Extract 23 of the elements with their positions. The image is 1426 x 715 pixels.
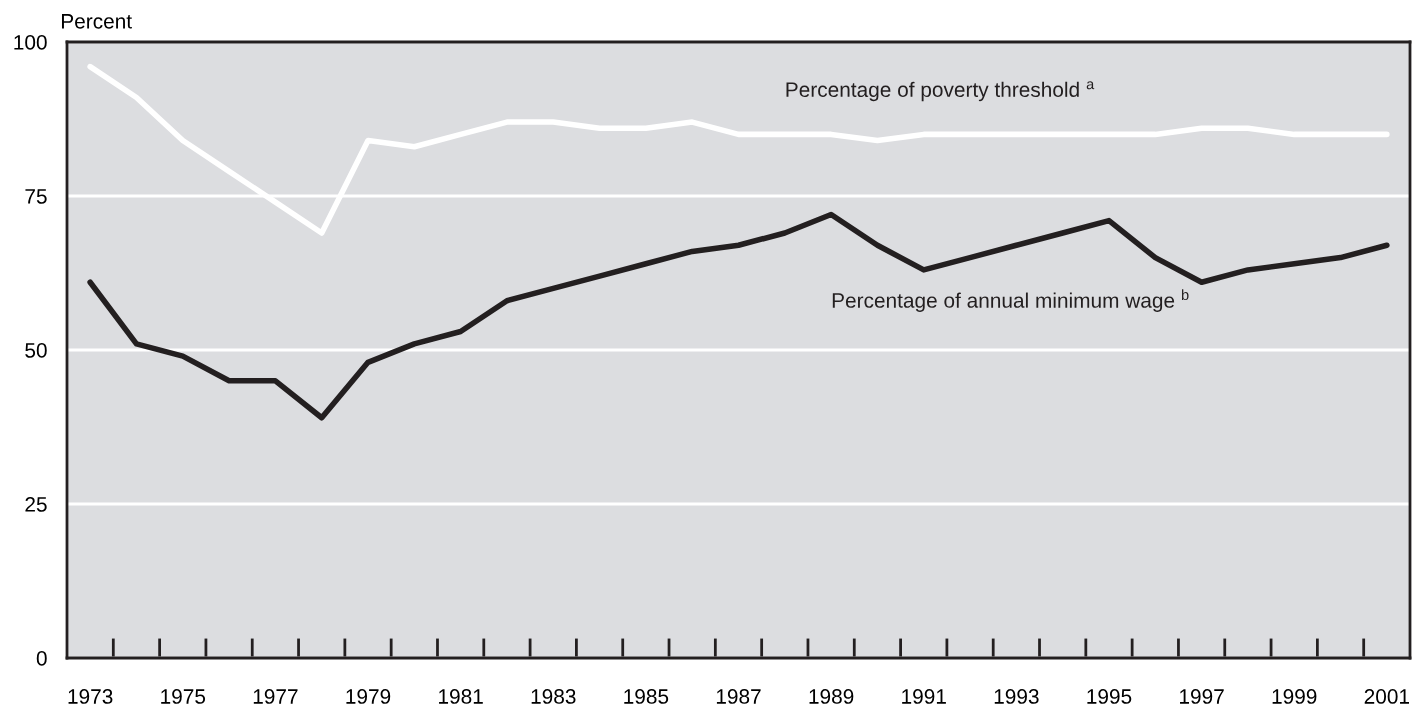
y-tick-label: 50 [25,343,47,358]
x-tick-label: 1979 [346,689,391,704]
x-tick-label: 1981 [439,689,483,704]
y-axis-title: Percent [61,14,132,29]
y-tick-label: 25 [25,497,47,512]
y-tick-label: 0 [36,651,47,666]
x-tick-label: 1985 [624,689,669,704]
series-label: Percentage of annual minimum wage $^{b}$ [832,289,1189,312]
y-tick-label: 75 [25,189,47,204]
x-tick-label: 1973 [68,689,113,704]
y-tick-label: 100 [14,35,47,50]
x-tick-label: 1983 [531,689,576,704]
x-tick-label: 1977 [253,689,298,704]
x-tick-label: 2001 [1364,689,1409,704]
x-tick-label: 1991 [902,689,946,704]
x-tick-label: 1993 [994,689,1039,704]
x-tick-label: 1987 [716,689,761,704]
x-tick-label: 1995 [1087,689,1132,704]
series-label: Percentage of poverty threshold $^{a}$ [786,81,1095,102]
x-tick-label: 1999 [1272,689,1317,704]
x-tick-label: 1975 [161,689,206,704]
x-tick-label: 1997 [1180,689,1224,704]
x-tick-label: 1989 [809,689,854,704]
